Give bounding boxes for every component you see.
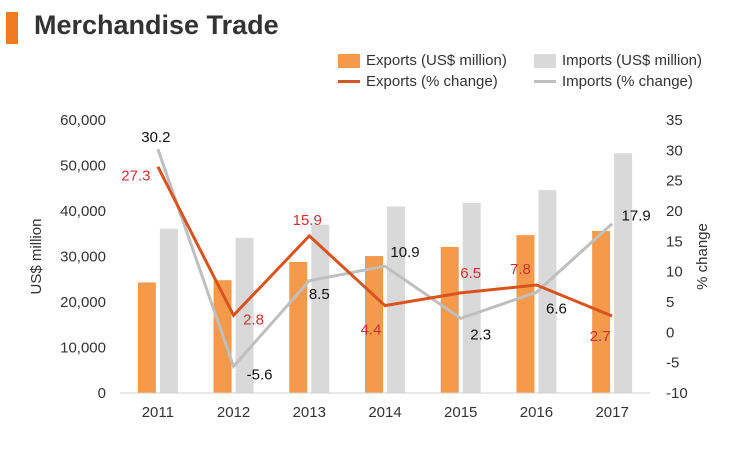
y-axis-title: US$ million bbox=[28, 219, 45, 295]
x-tick-label-2013: 2013 bbox=[293, 404, 326, 421]
y-tick-label-50,000: 50,000 bbox=[60, 158, 106, 175]
y2-tick-label-0: 0 bbox=[666, 324, 674, 341]
x-tick-label-2017: 2017 bbox=[595, 404, 628, 421]
bar-exports-2011 bbox=[137, 282, 156, 393]
x-tick-label-2014: 2014 bbox=[368, 404, 401, 421]
data-label-imports-2017: 17.9 bbox=[622, 208, 651, 225]
x-tick-label-2012: 2012 bbox=[217, 404, 250, 421]
x-tick-label-2015: 2015 bbox=[444, 404, 477, 421]
legend-swatch-exports-pct bbox=[338, 80, 360, 83]
y-tick-label-60,000: 60,000 bbox=[60, 112, 106, 129]
y2-tick-label-20: 20 bbox=[666, 203, 683, 220]
bar-imports-2015 bbox=[462, 202, 481, 393]
y2-tick-label-35: 35 bbox=[666, 112, 683, 129]
y2-tick-label-10: 10 bbox=[666, 264, 683, 281]
legend-swatch-imports-pct bbox=[534, 80, 556, 83]
bar-exports-2016 bbox=[516, 235, 535, 393]
data-label-exports-2015: 6.5 bbox=[460, 265, 481, 282]
legend-label-exports-usd: Exports (US$ million) bbox=[366, 52, 507, 69]
y-tick-label-40,000: 40,000 bbox=[60, 203, 106, 220]
data-label-imports-2013: 8.5 bbox=[309, 286, 330, 303]
bar-exports-2015 bbox=[440, 246, 459, 393]
y2-tick-label-5: 5 bbox=[666, 294, 674, 311]
legend-imports-pct: Imports (% change) bbox=[534, 73, 693, 90]
y-tick-label-20,000: 20,000 bbox=[60, 294, 106, 311]
y2-axis-title: % change bbox=[694, 223, 711, 290]
bar-imports-2016 bbox=[538, 190, 557, 393]
x-tick-label-2016: 2016 bbox=[520, 404, 553, 421]
legend-label-exports-pct: Exports (% change) bbox=[366, 73, 498, 90]
legend-swatch-imports-usd bbox=[534, 53, 556, 68]
y-tick-label-0: 0 bbox=[98, 385, 106, 402]
page-title: Merchandise Trade bbox=[34, 10, 279, 40]
line-exports-pct-change bbox=[156, 166, 613, 318]
data-label-exports-2017: 2.7 bbox=[590, 328, 611, 345]
data-label-exports-2012: 2.8 bbox=[243, 311, 264, 328]
y-tick-label-10,000: 10,000 bbox=[60, 340, 106, 357]
data-label-exports-2013: 15.9 bbox=[293, 212, 322, 229]
line-imports-pct-change bbox=[156, 148, 614, 370]
data-label-imports-2015: 2.3 bbox=[470, 326, 491, 343]
y2-tick-label-15: 15 bbox=[666, 233, 683, 250]
y-tick-label-30,000: 30,000 bbox=[60, 249, 106, 266]
data-label-exports-2014: 4.4 bbox=[361, 322, 382, 339]
y2-tick-label-25: 25 bbox=[666, 173, 683, 190]
bar-imports-2011 bbox=[159, 228, 178, 393]
data-label-imports-2011: 30.2 bbox=[141, 129, 170, 146]
bar-exports-2013 bbox=[289, 261, 308, 393]
x-tick-label-2011: 2011 bbox=[142, 404, 174, 421]
legend-label-imports-pct: Imports (% change) bbox=[562, 73, 693, 90]
title-accent-bar bbox=[6, 12, 18, 44]
y2-tick-label--5: -5 bbox=[666, 355, 679, 372]
data-label-imports-2014: 10.9 bbox=[390, 244, 419, 261]
legend-exports-usd: Exports (US$ million) bbox=[338, 52, 507, 69]
bar-imports-2014 bbox=[387, 206, 405, 393]
data-label-imports-2012: -5.6 bbox=[247, 366, 273, 383]
bar-imports-2017 bbox=[614, 153, 633, 393]
bar-imports-2013 bbox=[311, 224, 330, 393]
bar-imports-2012 bbox=[235, 237, 254, 393]
y2-tick-label--10: -10 bbox=[666, 385, 688, 402]
legend-exports-pct: Exports (% change) bbox=[338, 73, 498, 90]
legend-label-imports-usd: Imports (US$ million) bbox=[562, 52, 703, 69]
data-label-exports-2011: 27.3 bbox=[121, 168, 150, 185]
legend-swatch-exports-usd bbox=[338, 53, 360, 68]
data-label-imports-2016: 6.6 bbox=[546, 300, 567, 317]
data-label-exports-2016: 7.8 bbox=[510, 261, 531, 278]
legend-imports-usd: Imports (US$ million) bbox=[534, 52, 702, 69]
y2-tick-label-30: 30 bbox=[666, 142, 683, 159]
